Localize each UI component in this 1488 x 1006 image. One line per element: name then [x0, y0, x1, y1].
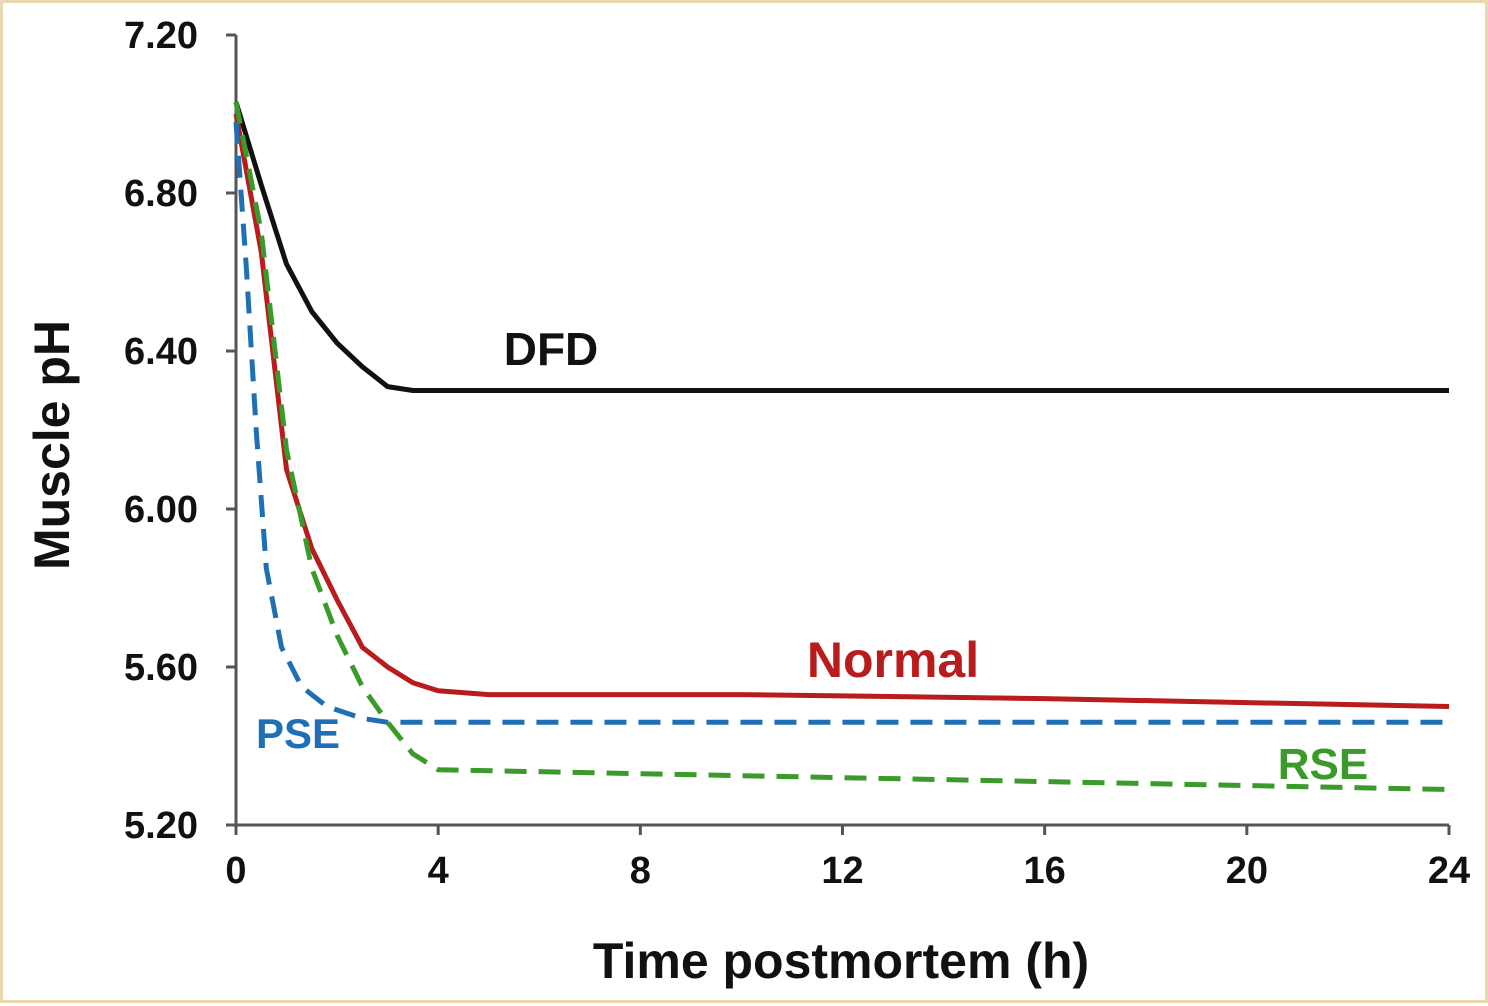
y-tick-label: 6.80 — [124, 173, 198, 215]
series-line-rse — [233, 101, 1450, 792]
x-tick-label: 24 — [1428, 850, 1470, 892]
y-tick-label: 6.40 — [124, 331, 198, 373]
y-tick-label: 7.20 — [124, 15, 198, 57]
series-line-normal — [233, 113, 1450, 709]
series-label-dfd: DFD — [504, 323, 599, 375]
y-tick-label: 5.60 — [124, 647, 198, 689]
axes: 7.20 6.80 6.40 6.00 5.60 5.20 0 4 8 12 16 20 24 — [124, 15, 1470, 892]
y-axis-title: Muscle pH — [24, 320, 80, 570]
line-chart: 7.20 6.80 6.40 6.00 5.60 5.20 0 4 8 12 16 20 24 DFD N… — [24, 15, 1470, 989]
x-tick-label: 0 — [225, 850, 246, 892]
x-tick-label: 4 — [428, 850, 449, 892]
x-tick-label: 20 — [1226, 850, 1268, 892]
series-line-dfd — [233, 101, 1449, 393]
y-tick-label: 5.20 — [124, 805, 198, 847]
x-axis-title: Time postmortem (h) — [593, 933, 1089, 989]
series-label-pse: PSE — [256, 710, 340, 757]
series-label-normal: Normal — [807, 632, 979, 688]
series-group — [233, 101, 1450, 792]
x-tick-label: 8 — [630, 850, 651, 892]
series-label-rse: RSE — [1278, 740, 1368, 789]
series-line-pse — [233, 121, 1449, 725]
y-tick-label: 6.00 — [124, 489, 198, 531]
x-tick-label: 16 — [1024, 850, 1066, 892]
series-labels: DFD Normal PSE RSE — [256, 323, 1368, 789]
x-tick-label: 12 — [821, 850, 863, 892]
